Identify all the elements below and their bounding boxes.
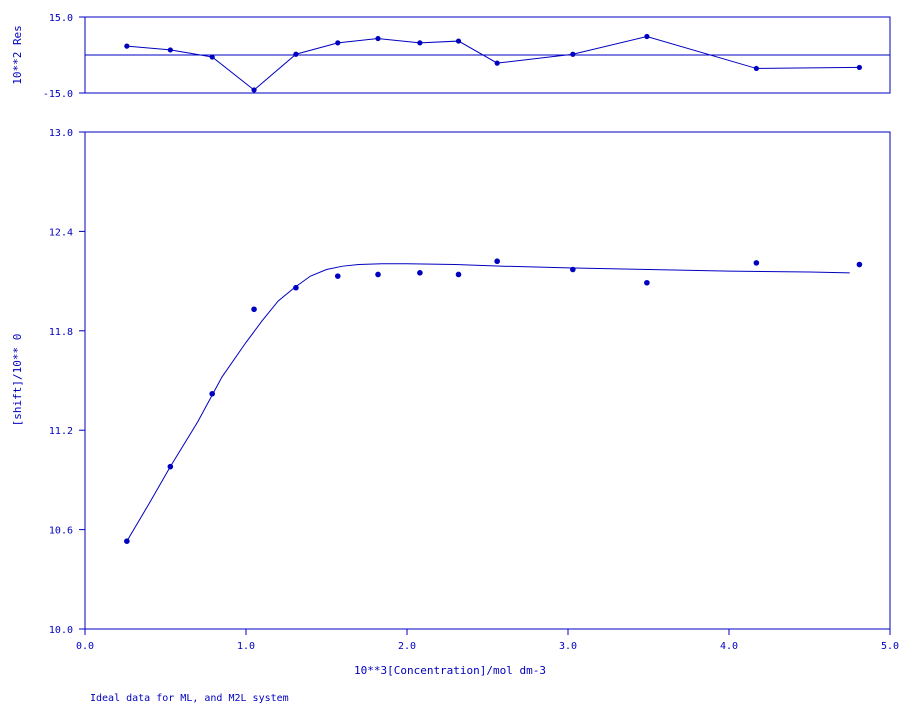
- residual-point: [251, 87, 257, 93]
- main-y-tick-label: 11.8: [49, 327, 73, 338]
- data-point: [856, 261, 863, 268]
- main-x-tick-label: 3.0: [559, 641, 577, 652]
- residual-y-tick-label: 15.0: [49, 13, 73, 24]
- main-x-tick-label: 1.0: [237, 641, 255, 652]
- main-y-tick-label: 10.0: [49, 625, 73, 636]
- data-point: [494, 258, 500, 265]
- data-point: [334, 273, 341, 279]
- residual-point: [209, 54, 215, 60]
- residual-point: [335, 40, 341, 46]
- main-x-tick-label: 0.0: [76, 641, 94, 652]
- data-point: [209, 390, 215, 397]
- residual-y-axis-title: 10**2 Res: [11, 25, 24, 85]
- main-y-tick-label: 10.6: [49, 526, 73, 537]
- data-point: [644, 279, 650, 286]
- main-y-tick-label: 12.4: [49, 227, 73, 238]
- residual-point: [455, 38, 462, 44]
- residual-point: [494, 60, 500, 66]
- residual-point: [644, 33, 650, 40]
- data-point: [375, 271, 381, 278]
- residual-point: [124, 43, 130, 49]
- data-point: [570, 266, 576, 273]
- main-y-tick-label: 13.0: [49, 128, 73, 139]
- residual-point: [753, 65, 759, 72]
- main-panel: 10.0 10.6 11.2 11.8 12.4 13.0 0.0 1.0 2.0 3.0 4.0…: [11, 128, 899, 677]
- residual-point: [570, 51, 576, 57]
- main-y-tick-label: 11.2: [49, 426, 73, 437]
- residual-point: [417, 40, 423, 46]
- residual-line: [126, 35, 860, 91]
- data-point: [124, 538, 130, 544]
- residual-point: [167, 47, 173, 53]
- main-y-axis-title: [shift]/10** 0: [11, 334, 24, 427]
- residual-panel: 15.0 -15.0 10**2 Res: [11, 13, 891, 100]
- data-point: [251, 306, 257, 313]
- figure-caption: Ideal data for ML, and M2L system: [90, 693, 289, 704]
- main-x-axis-title: 10**3[Concentration]/mol dm-3: [354, 664, 546, 677]
- fit-line: [126, 263, 850, 542]
- residual-point: [375, 35, 381, 42]
- data-point: [753, 260, 760, 266]
- main-x-tick-label: 5.0: [881, 641, 899, 652]
- residual-point: [856, 64, 863, 71]
- main-plot-frame: [84, 131, 891, 630]
- data-point: [293, 284, 299, 291]
- residual-y-tick-label: -15.0: [43, 89, 73, 100]
- data-point: [167, 463, 174, 470]
- residual-point: [293, 51, 299, 57]
- data-point: [455, 271, 462, 278]
- main-x-tick-label: 2.0: [398, 641, 416, 652]
- main-x-tick-label: 4.0: [720, 641, 738, 652]
- data-point: [417, 270, 423, 276]
